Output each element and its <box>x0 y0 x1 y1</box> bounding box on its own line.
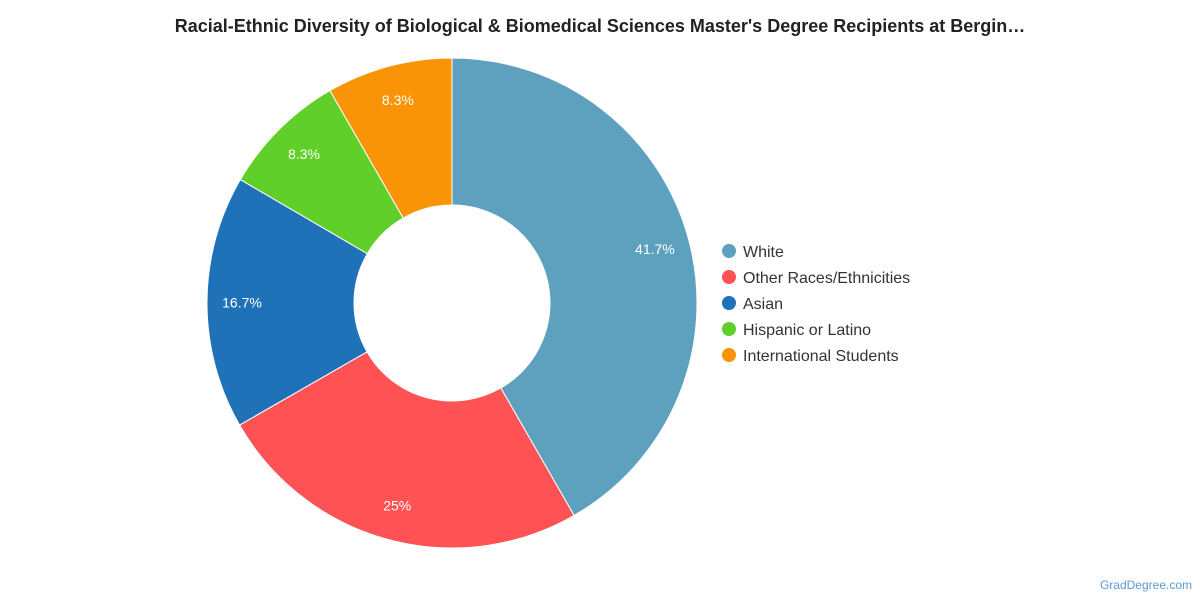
legend-item[interactable]: Other Races/Ethnicities <box>722 270 910 287</box>
legend: White Other Races/Ethnicities Asian Hispani… <box>722 244 910 365</box>
legend-label: Other Races/Ethnicities <box>743 270 910 287</box>
legend-label: Hispanic or Latino <box>743 322 871 339</box>
slice-other-races-ethnicities[interactable] <box>238 351 575 549</box>
slice-white[interactable] <box>451 57 698 517</box>
legend-item[interactable]: International Students <box>722 348 899 365</box>
legend-marker <box>722 296 736 310</box>
legend-item[interactable]: Hispanic or Latino <box>722 322 871 339</box>
slice-label: 8.3% <box>382 92 414 108</box>
legend-label: Asian <box>743 296 783 313</box>
legend-item[interactable]: Asian <box>722 296 783 313</box>
legend-marker <box>722 270 736 284</box>
slice-label: 41.7% <box>635 241 675 257</box>
slice-label: 16.7% <box>222 294 262 310</box>
legend-marker <box>722 348 736 362</box>
slice-label: 25% <box>383 498 411 514</box>
legend-label: White <box>743 244 784 261</box>
legend-label: International Students <box>743 348 899 365</box>
slice-asian[interactable] <box>206 178 369 426</box>
slices-group <box>206 57 698 549</box>
legend-marker <box>722 322 736 336</box>
chart-title: Racial-Ethnic Diversity of Biological & … <box>174 16 1026 36</box>
slice-label: 8.3% <box>288 146 320 162</box>
source-link[interactable]: GradDegree.com <box>1099 578 1192 592</box>
legend-item[interactable]: White <box>722 244 784 261</box>
slice-international-students[interactable] <box>329 57 453 219</box>
slice-labels-group: 41.7% 25% 16.7% 8.3% 8.3% <box>222 92 675 514</box>
legend-marker <box>722 244 736 258</box>
